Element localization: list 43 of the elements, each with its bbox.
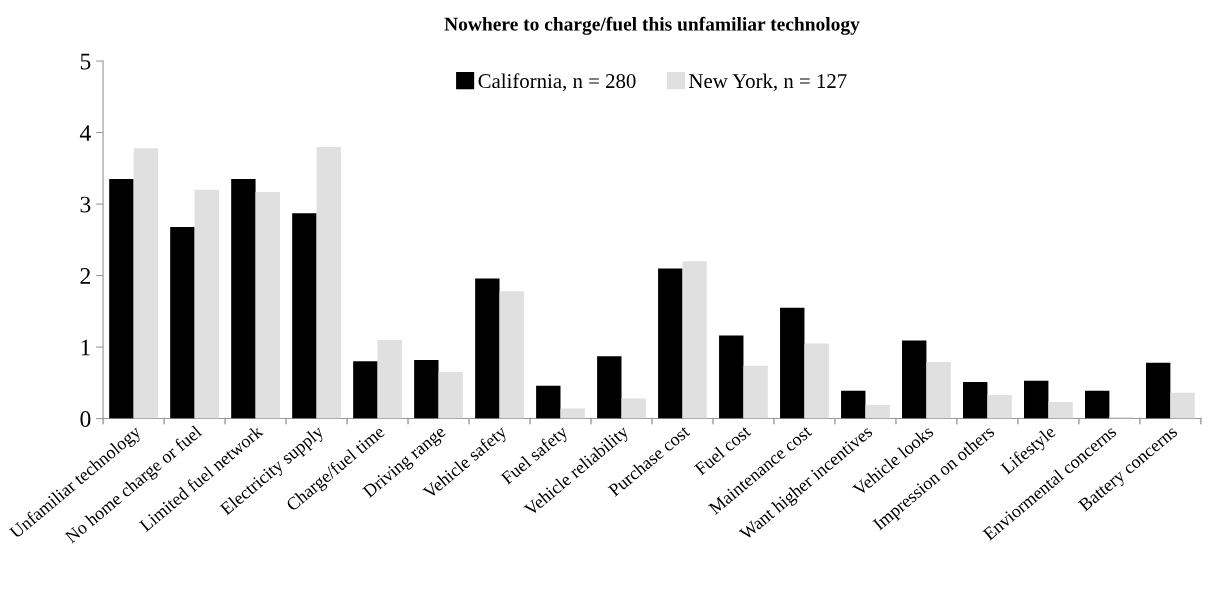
y-tick-label: 1 — [81, 339, 90, 356]
bar — [597, 356, 622, 419]
bar — [719, 335, 744, 419]
legend-label: New York, n = 127 — [689, 73, 847, 92]
bar — [194, 189, 219, 419]
bar — [1084, 390, 1110, 419]
y-tick-label: 3 — [80, 196, 91, 213]
bar — [475, 278, 500, 419]
bar — [1170, 392, 1195, 419]
bar — [536, 385, 561, 419]
bar — [865, 404, 890, 419]
bar — [963, 382, 988, 419]
bar — [780, 307, 805, 419]
bar — [658, 268, 683, 419]
bar — [414, 359, 439, 419]
bar — [133, 148, 158, 419]
bar — [170, 226, 195, 419]
bar — [1048, 402, 1073, 419]
bar — [902, 340, 927, 419]
y-tick-label: 0 — [80, 411, 91, 427]
legend-label: California, n = 280 — [478, 73, 636, 92]
bar — [1145, 362, 1171, 419]
bar — [377, 339, 402, 419]
bar — [621, 398, 646, 419]
bar — [316, 146, 341, 419]
bar — [353, 361, 378, 419]
bar — [682, 261, 707, 419]
y-tick-label: 5 — [80, 53, 91, 70]
bar — [841, 390, 866, 419]
chart-title: Nowhere to charge/fuel this unfamiliar technology — [444, 16, 860, 35]
bar — [1024, 380, 1049, 419]
bar — [255, 191, 280, 419]
y-tick-label: 4 — [79, 125, 91, 141]
bar — [987, 394, 1012, 419]
bar — [231, 179, 256, 419]
bar — [743, 365, 768, 419]
y-tick-label: 2 — [80, 268, 90, 284]
bar — [926, 362, 951, 419]
bar — [438, 372, 463, 419]
bar — [804, 343, 829, 419]
bar — [499, 291, 524, 419]
bar — [292, 213, 317, 419]
bar — [109, 179, 134, 419]
